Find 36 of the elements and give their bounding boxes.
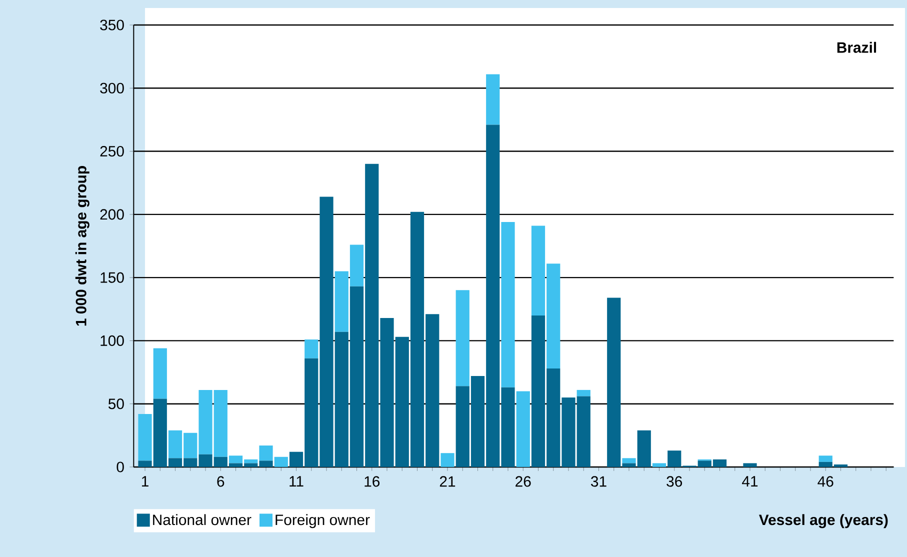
legend-label: Foreign owner (276, 514, 370, 528)
bar (304, 339, 318, 358)
y-tick-label: 250 (100, 146, 124, 157)
x-tick-label: 26 (516, 476, 531, 487)
x-tick-label: 41 (742, 476, 758, 486)
y-tick-label: 300 (100, 82, 124, 94)
bar (576, 390, 590, 396)
x-tick-label: 21 (440, 476, 456, 487)
bar (501, 222, 515, 388)
x-tick-label: 6 (217, 476, 224, 487)
bar (138, 414, 152, 461)
x-tick-label: 1 (142, 476, 148, 486)
x-tick-label: 46 (818, 476, 834, 487)
text: Brazil (837, 42, 876, 53)
y-tick-label: 200 (100, 209, 124, 220)
bar (652, 463, 666, 467)
y-tick-label: 350 (100, 20, 124, 30)
bar (516, 391, 530, 467)
x-tick-label: 36 (666, 476, 682, 487)
y-tick-label: 150 (100, 272, 124, 283)
legend-label: National owner (153, 514, 252, 526)
bar (153, 348, 167, 399)
y-axis-title: 1 000 dwt in age group (75, 166, 90, 326)
x-tick-label: 16 (364, 476, 380, 487)
y-tick-label: 50 (108, 398, 124, 410)
y-tick-label: 0 (116, 462, 124, 472)
bar (456, 290, 470, 386)
x-tick-label: 11 (290, 476, 304, 486)
bar (440, 453, 454, 467)
x-tick-label: 31 (590, 476, 606, 487)
x-axis-title: Vessel age (years) (758, 514, 888, 528)
bar (743, 463, 757, 467)
bar (622, 458, 636, 464)
y-tick-label: 100 (100, 335, 124, 346)
bar (486, 74, 500, 125)
bar (818, 456, 832, 462)
